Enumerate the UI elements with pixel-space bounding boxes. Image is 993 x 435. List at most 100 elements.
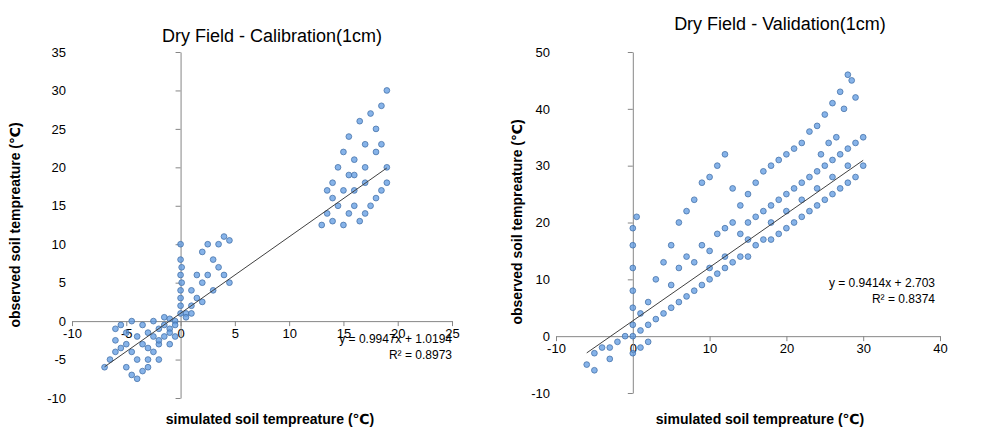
point: [707, 174, 713, 180]
y-tick-label: 50: [536, 45, 550, 60]
y-axis-title: observed soil tempreature (℃): [7, 122, 23, 327]
point: [676, 299, 682, 305]
point: [768, 237, 774, 243]
x-tick: 10: [703, 336, 717, 356]
chart: -10010203040-1001020304050Dry Field - Va…: [509, 14, 948, 427]
y-axis-line: [181, 53, 182, 399]
point: [194, 272, 200, 278]
point: [179, 264, 185, 270]
y-axis: -10 0 10 20 30 40 50: [531, 45, 633, 401]
y-tick-label: 0: [543, 329, 550, 344]
y-tick: 20: [536, 215, 633, 230]
point: [745, 220, 751, 226]
y-tick: 30: [52, 83, 181, 98]
y-tick: -10: [47, 391, 180, 406]
point: [179, 280, 185, 286]
point: [822, 197, 828, 203]
point: [351, 172, 357, 178]
y-tick-mark: [628, 393, 633, 394]
point: [699, 180, 705, 186]
x-tick-label: 10: [703, 341, 717, 356]
y-tick-label: 15: [52, 198, 66, 213]
point: [379, 188, 385, 194]
point: [592, 367, 598, 373]
point: [630, 225, 636, 231]
point: [216, 264, 222, 270]
point: [753, 242, 759, 248]
chart-title: Dry Field - Calibration(1cm): [162, 26, 382, 46]
y-tick-label: -10: [47, 391, 66, 406]
point: [860, 134, 866, 140]
point: [129, 349, 135, 355]
x-tick-label: 20: [780, 341, 794, 356]
point: [737, 203, 743, 209]
point: [178, 303, 184, 309]
y-tick-mark: [628, 223, 633, 224]
point: [172, 334, 178, 340]
point: [205, 272, 211, 278]
point: [768, 163, 774, 169]
point: [814, 123, 820, 129]
point: [768, 203, 774, 209]
point: [324, 188, 330, 194]
point: [634, 214, 640, 220]
y-tick-label: -5: [54, 352, 66, 367]
y-axis-line: [633, 53, 634, 394]
point: [592, 350, 598, 356]
point: [849, 78, 855, 84]
point: [845, 146, 851, 152]
point: [134, 376, 140, 382]
point: [691, 259, 697, 265]
point: [373, 126, 379, 132]
point: [753, 180, 759, 186]
point: [178, 295, 184, 301]
point: [210, 257, 216, 263]
point: [714, 163, 720, 169]
y-tick-label: 10: [536, 272, 550, 287]
y-tick: 5: [59, 275, 181, 290]
point: [189, 287, 195, 293]
point: [607, 356, 613, 362]
trendline: [587, 160, 863, 353]
point: [714, 271, 720, 277]
point: [178, 257, 184, 263]
point: [140, 322, 146, 328]
y-tick-mark: [176, 52, 181, 53]
point: [330, 195, 336, 201]
y-tick-label: 10: [52, 237, 66, 252]
point: [199, 280, 205, 286]
point: [178, 241, 184, 247]
y-tick: 40: [536, 101, 633, 116]
point: [227, 238, 233, 244]
point: [760, 168, 766, 174]
point: [172, 322, 178, 328]
point: [722, 151, 728, 157]
point: [630, 288, 636, 294]
point: [830, 100, 836, 106]
y-tick-label: -10: [531, 386, 550, 401]
y-tick: 0: [543, 329, 633, 344]
point: [691, 197, 697, 203]
y-tick-label: 35: [52, 45, 66, 60]
point: [140, 341, 146, 347]
y-tick: -10: [531, 386, 633, 401]
point: [776, 197, 782, 203]
point: [653, 276, 659, 282]
trendline-equation: y = 0.9414x + 2.703: [829, 276, 935, 290]
y-tick: 30: [536, 158, 633, 173]
point: [814, 168, 820, 174]
point: [118, 322, 124, 328]
point: [123, 330, 129, 336]
point: [776, 231, 782, 237]
point: [178, 287, 184, 293]
y-tick-mark: [176, 360, 181, 361]
point: [826, 140, 832, 146]
y-tick-label: 5: [59, 275, 66, 290]
point: [351, 203, 357, 209]
point: [379, 103, 385, 109]
point: [860, 163, 866, 169]
point: [753, 214, 759, 220]
plot-area: [584, 72, 866, 373]
point: [645, 322, 651, 328]
point: [791, 186, 797, 192]
